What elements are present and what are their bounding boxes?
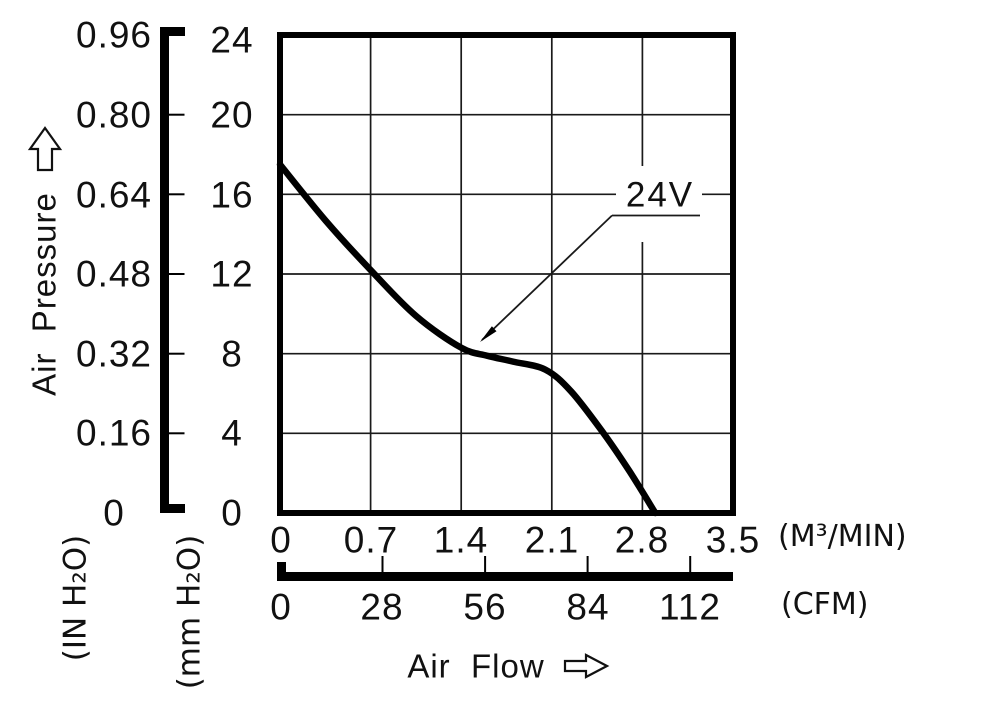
- tick-cfm-28: 28: [360, 586, 404, 628]
- tick-in-0.64: 0.64: [75, 174, 153, 216]
- tick-mm-0: 0: [221, 492, 243, 534]
- leader-line: [481, 214, 700, 341]
- tick-cfm-0: 0: [270, 586, 292, 628]
- tick-m3-0.7: 0.7: [343, 519, 399, 561]
- leader-diagonal: [481, 214, 613, 341]
- tick-m3-3.5: 3.5: [705, 519, 761, 561]
- grid: [283, 38, 730, 510]
- curve-label-24v: 24V: [625, 175, 695, 215]
- tick-in-0.96: 0.96: [75, 14, 153, 56]
- tick-in-0: 0: [103, 492, 125, 534]
- x-axis-title: Air Flow: [407, 647, 545, 685]
- leader-arrowhead-icon: [480, 326, 497, 342]
- tick-cfm-56: 56: [463, 586, 507, 628]
- tick-mm-8: 8: [221, 333, 243, 375]
- unit-label-cfm: (CFM): [781, 587, 869, 622]
- tick-mm-4: 4: [221, 412, 243, 454]
- fan-curve: [276, 161, 659, 517]
- tick-in-0.80: 0.80: [75, 94, 153, 136]
- tick-m3-1.4: 1.4: [433, 519, 489, 561]
- tick-cfm-112: 112: [659, 586, 721, 628]
- unit-label-mm-h2o: (mm H₂O): [171, 534, 208, 690]
- right-arrow-icon: [563, 653, 610, 679]
- cfm-scale: [277, 556, 733, 581]
- curve-label-mask: [616, 166, 702, 242]
- pressure-scale: [160, 27, 185, 513]
- up-arrow-icon: [27, 126, 63, 172]
- tick-m3-2.1: 2.1: [524, 519, 580, 561]
- y-axis-title: Air Pressure: [25, 192, 63, 396]
- plot-border: [277, 32, 736, 516]
- tick-mm-20: 20: [210, 94, 254, 136]
- tick-m3-2.8: 2.8: [614, 519, 670, 561]
- tick-mm-16: 16: [210, 174, 254, 216]
- tick-mm-12: 12: [210, 253, 254, 295]
- tick-cfm-84: 84: [566, 586, 610, 628]
- tick-m3-0: 0: [270, 519, 292, 561]
- tick-in-0.16: 0.16: [75, 412, 153, 454]
- tick-mm-24: 24: [210, 19, 254, 61]
- unit-label-in-h2o: (IN H₂O): [57, 534, 94, 662]
- unit-label-m3min: (M³/MIN): [778, 519, 907, 554]
- tick-in-0.48: 0.48: [75, 253, 153, 295]
- tick-in-0.32: 0.32: [75, 333, 153, 375]
